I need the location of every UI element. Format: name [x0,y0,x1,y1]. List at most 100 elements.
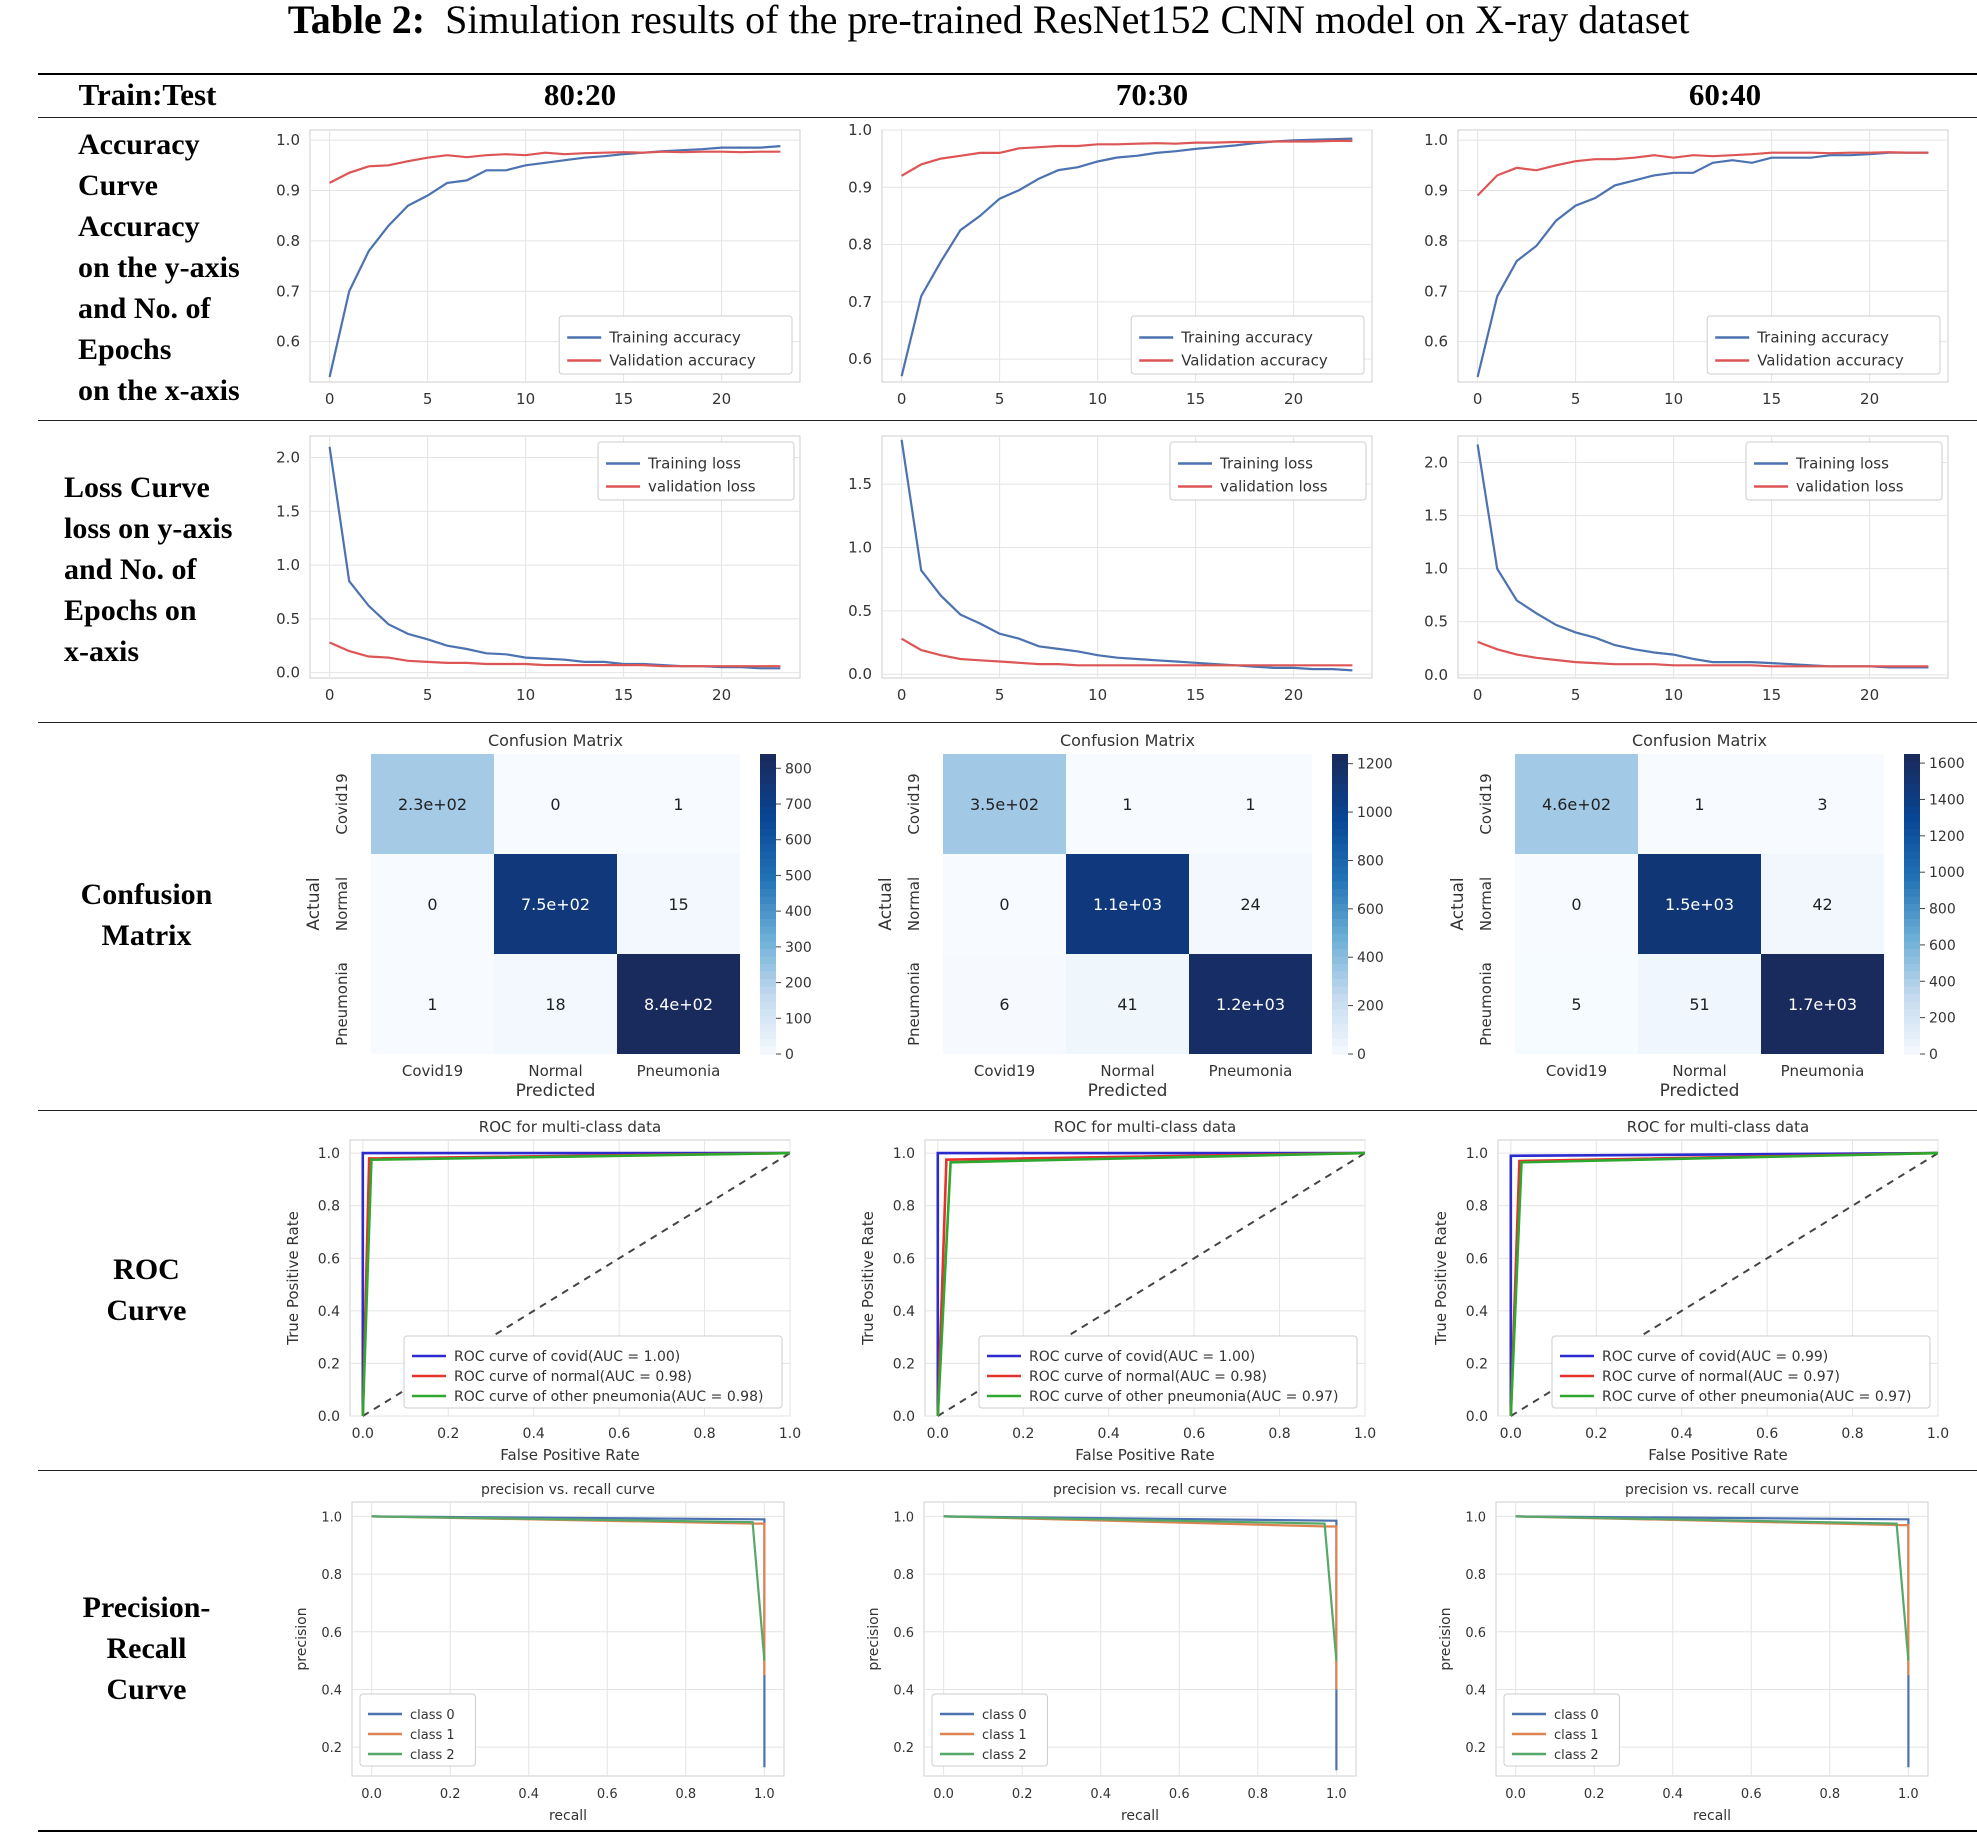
colorbar-segment [1332,926,1348,935]
x-tick-label: 0.0 [361,1787,382,1802]
x-tick-label: 0.4 [1098,1426,1120,1442]
cell-value: 0 [1571,895,1581,914]
x-tick-label: 15 [1762,390,1781,408]
y-axis-label: precision [294,1607,310,1670]
chart-title: Confusion Matrix [1632,731,1767,750]
x-tick-label: 5 [995,390,1005,408]
y-tick-label: 1.0 [848,121,872,139]
cell-value: 18 [545,995,565,1014]
colorbar-tick-label: 1200 [1929,829,1965,845]
legend-label: validation loss [648,478,756,496]
y-tick-label: 0.5 [1424,613,1448,631]
x-tick-label: 10 [1664,390,1683,408]
roc-chart-80-20: 0.0 0.2 0.4 0.6 0.8 1.0 0.0 0.2 0.4 0.6 0.8 1.0 ROC … [284,1118,801,1464]
chart-title: ROC for multi-class data [479,1118,661,1136]
colorbar-segment [1904,904,1920,913]
colorbar-tick-label: 1600 [1929,756,1965,772]
legend-box [1706,315,1941,375]
x-tick-label: 10 [516,686,535,704]
y-tick-label: 0.8 [1424,232,1448,250]
colorbar-segment [1332,934,1348,943]
colorbar-segment [760,851,776,860]
colorbar-segment [760,919,776,928]
x-tick-label: 0.4 [523,1426,545,1442]
colorbar-tick-label: 1200 [1357,757,1393,773]
colorbar-segment [1332,919,1348,928]
colorbar-segment [1904,1016,1920,1025]
confusion-matrix-80-20: Confusion Matrix 2.3e+02 0 1 0 7.5e+02 15 1 18 8.… [304,731,812,1101]
row-rule-4 [38,1470,1977,1471]
row-label-line: and No. of [64,553,197,586]
legend-label: class 0 [410,1708,455,1723]
legend-label: Training loss [1219,455,1313,473]
colorbar-segment [760,836,776,845]
y-tick-label: 0.6 [276,333,300,351]
legend-box [978,1335,1358,1409]
cell-value: 1 [673,795,683,814]
x-tick-label: 1.0 [1927,1426,1949,1442]
colorbar-segment [1332,784,1348,793]
x-tick-label: 0.8 [1819,1787,1840,1802]
colorbar-tick-label: 200 [1929,1011,1956,1027]
colorbar-segment [1332,859,1348,868]
series-line-1 [1476,151,1929,378]
legend-label: class 2 [982,1748,1027,1763]
colorbar-tick-label: 300 [785,940,812,956]
colorbar-segment [1904,859,1920,868]
row-label-confusion: Confusion Matrix [40,874,253,956]
legend-box [597,441,795,501]
colorbar-tick-label: 700 [785,797,812,813]
heatmap-cell [1761,754,1884,854]
heatmap-cell [1761,854,1884,954]
x-tick-label: Normal [528,1062,582,1080]
cell-value: 6 [999,995,1009,1014]
y-tick-label: 1.0 [321,1510,342,1525]
x-tick-label: 15 [1186,686,1205,704]
colorbar-tick-label: 400 [1357,950,1384,966]
x-tick-label: 0.2 [437,1426,459,1442]
table-top-rule [38,73,1977,75]
y-tick-label: Pneumonia [333,962,351,1046]
heatmap-cell [1638,754,1761,854]
legend-box [1130,315,1365,375]
colorbar-tick-label: 400 [1929,974,1956,990]
colorbar-segment [1904,784,1920,793]
colorbar-segment [1332,1009,1348,1018]
y-tick-label: 0.0 [276,664,300,682]
y-tick-label: 0.6 [1424,333,1448,351]
x-tick-label: Pneumonia [1209,1062,1293,1080]
colorbar-segment [1904,934,1920,943]
legend-label: class 1 [1554,1728,1599,1743]
y-tick-label: Covid19 [1477,773,1495,834]
colorbar-segment [1904,836,1920,845]
heatmap-cell [943,954,1066,1054]
table-bottom-rule [38,1830,1977,1832]
x-tick-label: 0.4 [1671,1426,1693,1442]
row-label-line: Epochs on [64,594,197,627]
legend-label: Validation accuracy [609,352,756,370]
cell-value: 8.4e+02 [644,995,713,1014]
colorbar-segment [760,881,776,890]
colorbar-segment [760,889,776,898]
colorbar-segment [1332,911,1348,920]
x-tick-label: 0 [1473,390,1483,408]
colorbar-segment [1332,994,1348,1003]
colorbar-segment [760,1016,776,1025]
y-tick-label: 0.8 [1466,1199,1488,1215]
row-label-line: Curve [78,169,158,202]
legend-label: ROC curve of covid(AUC = 1.00) [1029,1349,1255,1365]
x-tick-label: 0.2 [1012,1787,1033,1802]
colorbar-segment [1904,806,1920,815]
y-tick-label: 1.5 [276,502,300,520]
x-tick-label: Pneumonia [637,1062,721,1080]
cell-value: 3 [1817,795,1827,814]
y-axis-label: precision [866,1607,882,1670]
row-rule-2 [38,722,1977,723]
x-tick-label: 0.4 [1662,1787,1683,1802]
header-train-test: Train:Test [78,77,217,112]
y-tick-label: 2.0 [276,449,300,467]
x-tick-label: 0.6 [597,1787,618,1802]
x-tick-label: 5 [423,390,433,408]
colorbar-segment [760,994,776,1003]
x-tick-label: Covid19 [402,1062,463,1080]
